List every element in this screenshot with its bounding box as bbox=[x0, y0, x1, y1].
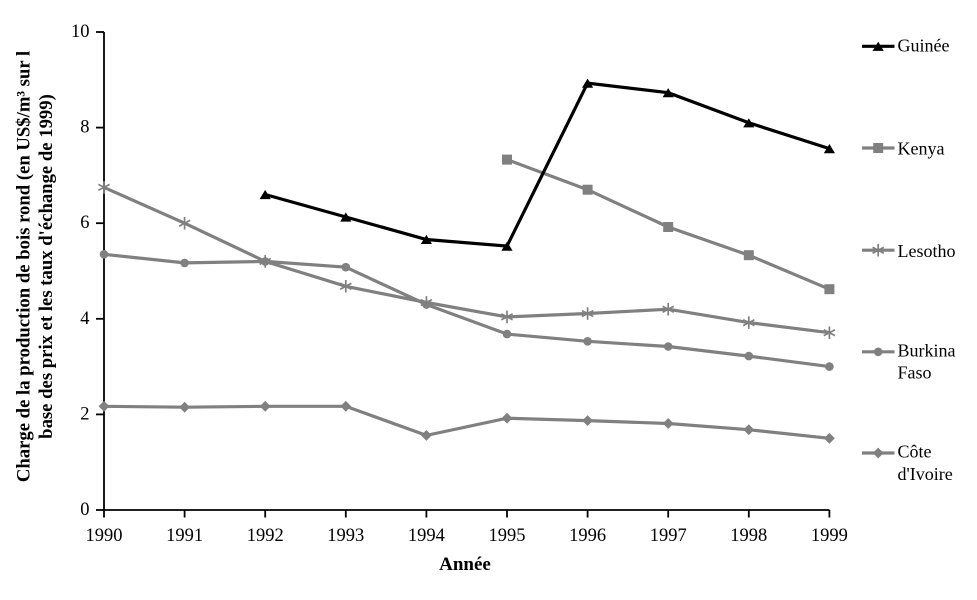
svg-text:Kenya: Kenya bbox=[898, 139, 945, 159]
svg-text:Guinée: Guinée bbox=[898, 35, 950, 55]
svg-text:1998: 1998 bbox=[730, 526, 767, 546]
svg-text:base des prix et les taux d'éc: base des prix et les taux d'échange de 1… bbox=[36, 94, 57, 439]
svg-text:Faso: Faso bbox=[898, 363, 932, 383]
svg-text:6: 6 bbox=[80, 213, 89, 233]
svg-text:Lesotho: Lesotho bbox=[898, 241, 956, 261]
svg-text:1999: 1999 bbox=[811, 526, 848, 546]
svg-text:8: 8 bbox=[80, 118, 89, 138]
svg-text:1992: 1992 bbox=[247, 526, 284, 546]
svg-text:2: 2 bbox=[80, 404, 89, 424]
svg-text:Côte: Côte bbox=[898, 441, 932, 461]
svg-text:Année: Année bbox=[439, 554, 491, 575]
svg-text:10: 10 bbox=[71, 22, 90, 42]
svg-text:1996: 1996 bbox=[569, 526, 606, 546]
svg-text:4: 4 bbox=[80, 309, 89, 329]
svg-text:0: 0 bbox=[80, 500, 89, 520]
svg-text:Burkina: Burkina bbox=[898, 341, 956, 361]
svg-text:1994: 1994 bbox=[408, 526, 445, 546]
svg-text:1995: 1995 bbox=[489, 526, 526, 546]
svg-text:1997: 1997 bbox=[650, 526, 687, 546]
svg-text:d'Ivoire: d'Ivoire bbox=[898, 464, 953, 484]
svg-text:1990: 1990 bbox=[86, 526, 123, 546]
svg-text:1991: 1991 bbox=[166, 526, 203, 546]
svg-text:1993: 1993 bbox=[327, 526, 364, 546]
svg-text:Charge de la production de boi: Charge de la production de bois rond (en… bbox=[14, 51, 35, 482]
